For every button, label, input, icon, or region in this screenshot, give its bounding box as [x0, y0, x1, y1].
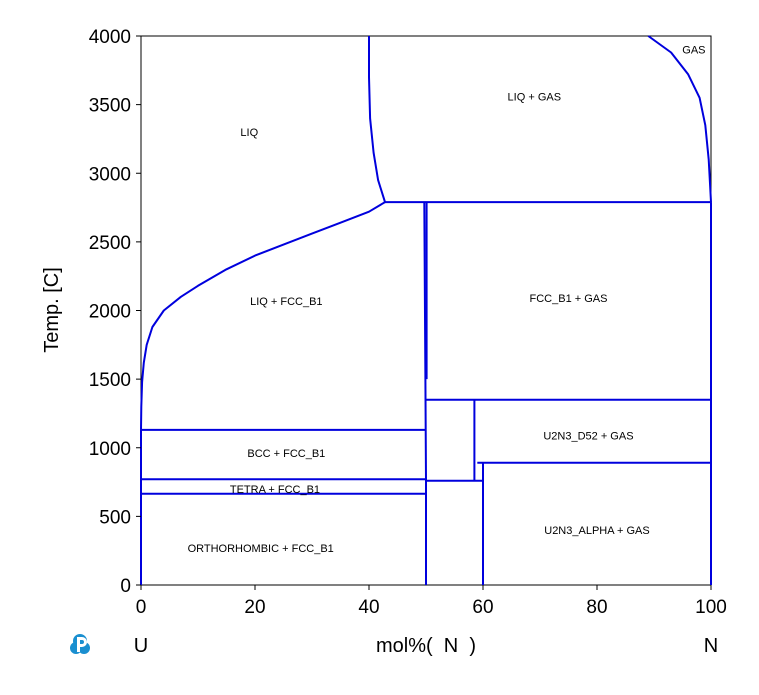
x-tick-label: 100: [695, 597, 727, 618]
phase-region-label: LIQ + FCC_B1: [250, 296, 322, 308]
y-tick-label: 2500: [89, 233, 131, 254]
phase-region-label: TETRA + FCC_B1: [230, 484, 320, 496]
y-tick-label: 3000: [89, 164, 131, 185]
phase-boundary-line: [647, 35, 712, 203]
phase-region-label: ORTHORHOMBIC + FCC_B1: [188, 543, 334, 555]
x-tick-label: 20: [244, 597, 265, 618]
y-tick-label: 1500: [89, 370, 131, 391]
phase-boundary-lines: [140, 35, 712, 585]
x-tick-label: 80: [586, 597, 607, 618]
y-axis-label: Temp. [C]: [41, 267, 63, 353]
right-component-label: N: [704, 635, 718, 657]
x-axis-label: mol%( N ): [376, 635, 476, 657]
phase-region-label: FCC_B1 + GAS: [530, 293, 608, 305]
left-component-label: U: [134, 635, 148, 657]
phase-region-label: U2N3_ALPHA + GAS: [544, 525, 649, 537]
y-tick-label: 500: [99, 507, 131, 528]
y-tick-label: 3500: [89, 96, 131, 117]
y-axis-ticks: 0 500 1000 1500 2000 2500 3000 3500 4000: [89, 27, 141, 597]
x-axis-ticks: 0 20 40 60 80 100: [136, 585, 727, 618]
y-tick-label: 0: [120, 576, 131, 597]
phase-region-label: BCC + FCC_B1: [247, 448, 325, 460]
region-labels: LIQ LIQ + GAS GAS LIQ + FCC_B1 FCC_B1 + GAS U…: [188, 45, 706, 555]
phase-region-label: LIQ: [240, 127, 258, 139]
phase-region-label: U2N3_D52 + GAS: [543, 430, 633, 442]
y-tick-label: 2000: [89, 302, 131, 323]
phase-boundary-line: [368, 36, 386, 203]
x-tick-label: 60: [472, 597, 493, 618]
y-tick-label: 4000: [89, 27, 131, 48]
x-tick-label: 40: [358, 597, 379, 618]
phase-region-label: GAS: [682, 45, 705, 57]
x-tick-label: 0: [136, 597, 147, 618]
phase-boundary-line: [140, 201, 386, 430]
phase-region-label: LIQ + GAS: [508, 91, 562, 103]
thermo-calc-p-logo-icon: [70, 634, 90, 654]
y-tick-label: 1000: [89, 439, 131, 460]
